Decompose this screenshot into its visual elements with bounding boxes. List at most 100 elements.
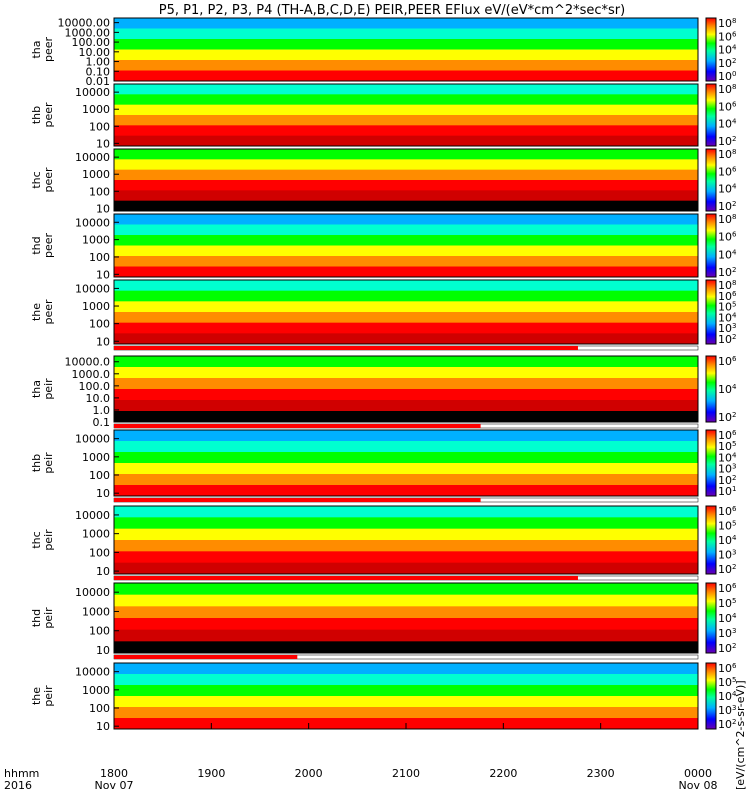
spectrogram-band [114,389,698,401]
colorbar-tick-exponent: 4 [732,311,737,319]
y-tick-label: 1000 [82,103,110,116]
colorbar-tick-exponent: 8 [732,83,736,91]
panel-frame [113,582,699,654]
spectrogram-band [114,441,698,453]
colorbar-tick-label: 106 [718,582,737,595]
colorbar [705,355,717,423]
colorbar-tick-exponent: 4 [732,118,737,126]
y-tick-label: 100.00 [72,36,111,49]
y-tick-label: 100 [89,251,110,264]
spectrogram-band [114,190,698,202]
y-tick-label: 0.01 [86,75,111,88]
spectrogram-band [114,707,698,719]
colorbar-tick-label: 100 [718,70,736,83]
y-tick-label: 10000 [75,151,110,164]
colorbar [705,582,717,654]
spectrogram-band [114,629,698,642]
spectrogram-band [114,200,698,212]
colorbar-tick-exponent: 6 [732,505,737,513]
colorbar-tick-exponent: 8 [732,279,736,287]
spectrogram-band [114,322,698,334]
y-tick-label: 100 [89,318,110,331]
x-tick-label: 2200 [489,767,517,780]
spectrogram-band [114,214,698,225]
panel-probe-label: thb [30,454,43,472]
colorbar-tick-exponent: 4 [732,383,737,391]
colorbar-tick-exponent: 3 [732,549,736,557]
spectrogram-band [114,540,698,552]
spectrogram-band [114,411,698,423]
x-corner-label-year: 2016 [4,779,32,792]
quality-bar [114,346,578,350]
y-tick-label: 1000.00 [65,26,111,39]
y-tick-label: 100.0 [79,380,111,393]
colorbar-tick-label: 106 [718,662,737,675]
y-tick-label: 1.0 [93,404,111,417]
panel-frame [113,213,699,278]
colorbar [705,83,717,147]
panel-species-label: peer [42,37,55,63]
y-tick-label: 1.00 [86,56,111,69]
colorbar-tick-exponent: 4 [732,612,737,620]
panel-species-label: peir [42,378,55,400]
colorbar-tick-label: 104 [718,44,737,57]
quality-bar [114,424,481,428]
spectrogram-band [114,70,698,82]
colorbar-tick-exponent: 5 [732,520,736,528]
spectrogram-band [114,224,698,236]
spectrogram-band [114,485,698,497]
spectrogram-band [114,280,698,292]
spectrogram-band [114,149,698,160]
panel-species-label: peir [42,607,55,629]
panel-species-label: peer [42,102,55,128]
spectrogram-band [114,301,698,313]
colorbar-tick-exponent: 6 [732,662,737,670]
panel-frame [113,279,699,345]
y-tick-label: 1000 [82,684,110,697]
colorbar-tick-label: 105 [718,520,736,533]
colorbar-tick-exponent: 4 [732,690,737,698]
y-tick-label: 10000.0 [65,356,111,369]
colorbar-tick-label: 108 [718,213,736,226]
colorbar-tick-exponent: 2 [732,563,736,571]
colorbar [705,148,717,212]
spectrogram-band [114,528,698,541]
spectrogram-band [114,430,698,442]
colorbar-tick-label: 102 [718,563,736,576]
y-tick-label: 10000 [75,433,110,446]
colorbar-tick-exponent: 2 [732,411,736,419]
colorbar-tick-label: 104 [718,248,737,261]
colorbar-tick-label: 103 [718,627,736,640]
y-tick-label: 10 [96,335,110,348]
x-tick-label: 2300 [587,767,615,780]
x-tick-label: 2100 [392,767,420,780]
colorbar-tick-label: 102 [718,57,736,70]
spectrogram-band [114,104,698,116]
panel-probe-label: thd [30,236,43,254]
spectrogram-band [114,125,698,137]
y-tick-label: 100 [89,185,110,198]
y-tick-label: 0.1 [93,416,111,429]
y-tick-label: 10000 [75,666,110,679]
colorbar-tick-label: 102 [718,642,736,655]
y-tick-label: 10.00 [79,46,111,59]
colorbar-tick-label: 103 [718,322,736,335]
colorbar-tick-exponent: 2 [732,57,736,65]
quality-bar [114,576,578,580]
colorbar-tick-exponent: 6 [732,355,737,363]
colorbar-tick-label: 108 [718,17,736,30]
colorbar-tick-exponent: 5 [732,301,736,309]
colorbar-tick-exponent: 3 [732,322,736,330]
y-tick-label: 10.0 [86,392,111,405]
colorbar-tick-exponent: 2 [732,266,736,274]
y-tick-label: 10 [96,487,110,500]
panel-frame [113,429,699,497]
colorbar [705,213,717,278]
panel-frame [113,148,699,212]
colorbar-tick-exponent: 4 [732,451,737,459]
y-tick-label: 10000.00 [58,17,111,30]
panel-species-label: peer [42,167,55,193]
y-tick-label: 100 [89,469,110,482]
